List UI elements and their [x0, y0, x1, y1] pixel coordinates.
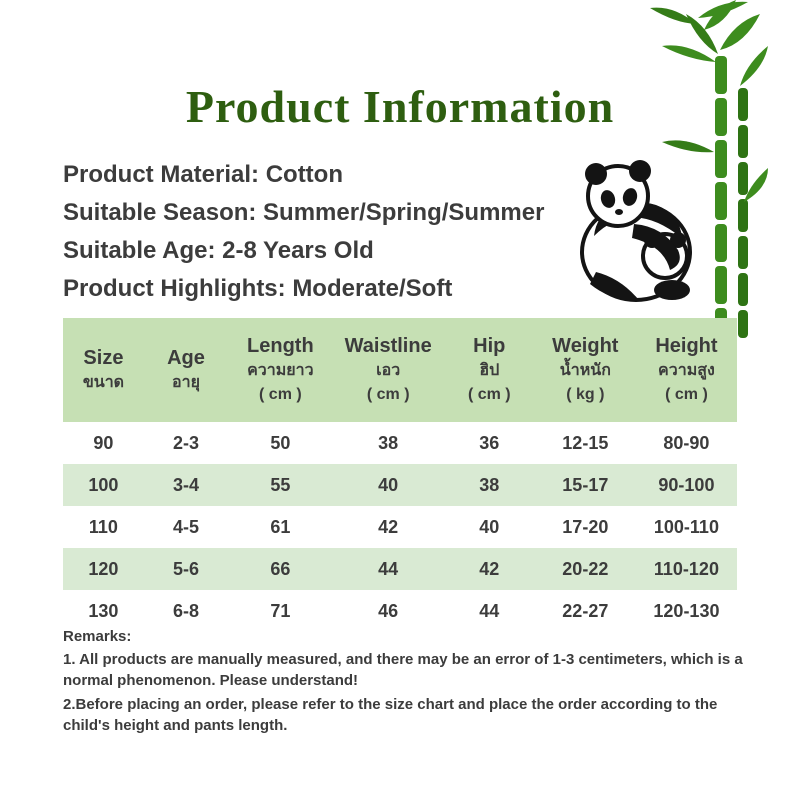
header-label-thai: ความสูง [658, 362, 715, 379]
product-attribute-line: Product Material: Cotton [63, 161, 343, 188]
header-label-en: Length [247, 335, 314, 357]
table-header-cell: Length ความยาว ( cm ) [228, 318, 333, 422]
table-cell: 55 [270, 474, 291, 495]
table-cell: 22-27 [562, 600, 609, 621]
table-cell: 40 [479, 516, 500, 537]
remark-item: 2.Before placing an order, please refer … [63, 696, 718, 734]
header-label-thai: ฮิป [479, 362, 500, 379]
table-cell: 66 [270, 558, 291, 579]
table-row: 130 6-8 71 46 44 22-27 120-130 [63, 590, 737, 632]
size-chart-header: Size ขนาด Age อายุ Length ความยาว( cm ) Waistl… [63, 318, 737, 422]
table-cell: 2-3 [172, 432, 199, 453]
table-row: 120 5-6 66 44 42 20-22 110-120 [63, 548, 737, 590]
header-label-thai: เอว [376, 362, 401, 379]
table-cell: 38 [378, 432, 399, 453]
table-cell: 3-4 [172, 474, 199, 495]
product-attribute-line: Suitable Season: Summer/Spring/Summer [63, 199, 545, 226]
table-cell: 50 [270, 432, 291, 453]
header-label-thai: อายุ [172, 374, 200, 391]
header-label-thai: ความยาว [247, 362, 314, 379]
table-cell: 42 [479, 558, 500, 579]
header-label-thai: น้ำหนัก [559, 362, 611, 379]
table-cell: 6-8 [172, 600, 199, 621]
remarks-section: Remarks: 1. All products are manually me… [63, 626, 755, 739]
table-cell: 46 [378, 600, 399, 621]
header-label-en: Hip [473, 335, 506, 357]
table-row: 100 3-4 55 40 38 15-17 90-100 [63, 464, 737, 506]
header-label-en: Size [83, 347, 124, 369]
table-cell: 44 [479, 600, 500, 621]
bamboo-icon [650, 0, 768, 338]
table-cell: 90-100 [658, 474, 715, 495]
header-label-en: Weight [552, 335, 619, 357]
table-cell: 120-130 [653, 600, 720, 621]
table-header-cell: Age อายุ [143, 318, 229, 422]
product-attribute-line: Product Highlights: Moderate/Soft [63, 275, 453, 302]
table-cell: 12-15 [562, 432, 609, 453]
header-label-thai: ขนาด [82, 374, 125, 391]
table-cell: 80-90 [663, 432, 710, 453]
remark-item: 1. All products are manually measured, a… [63, 651, 743, 689]
panda-bamboo-illustration [580, 0, 768, 338]
table-cell: 4-5 [172, 516, 199, 537]
table-cell: 120 [88, 558, 119, 579]
table-cell: 90 [93, 432, 114, 453]
header-unit: ( cm ) [259, 386, 302, 403]
size-chart-body: 90 2-3 50 38 36 12-15 80-90 100 3-4 55 40 38 15-17 90… [63, 422, 737, 632]
header-label-en: Age [167, 347, 205, 369]
header-unit: ( kg ) [566, 386, 605, 403]
table-cell: 110 [88, 516, 118, 537]
header-unit: ( cm ) [467, 386, 511, 403]
table-cell: 44 [378, 558, 399, 579]
remarks-heading: Remarks: [63, 628, 132, 645]
header-label-en: Height [655, 335, 718, 357]
table-row: 90 2-3 50 38 36 12-15 80-90 [63, 422, 737, 464]
header-unit: ( cm ) [665, 386, 708, 403]
table-cell: 100-110 [653, 516, 719, 537]
table-cell: 20-22 [562, 558, 609, 579]
table-cell: 40 [378, 474, 399, 495]
table-cell: 100 [88, 474, 119, 495]
table-cell: 36 [479, 432, 500, 453]
table-cell: 15-17 [562, 474, 609, 495]
table-cell: 110-120 [653, 558, 719, 579]
panda-icon [580, 160, 692, 302]
table-header-cell: Waistline เอว ( cm ) [332, 318, 444, 422]
header-unit: ( cm ) [366, 386, 410, 403]
table-header-row: Size ขนาด Age อายุ Length ความยาว( cm ) Waistl… [63, 318, 737, 422]
table-cell: 130 [88, 600, 119, 621]
table-cell: 38 [479, 474, 500, 495]
table-header-cell: Weight น้ำหนัก ( kg ) [534, 318, 636, 422]
table-cell: 71 [270, 600, 291, 621]
page-title: Product Information [185, 81, 615, 132]
table-header-cell: Hip ฮิป ( cm ) [443, 318, 535, 422]
header-label-en: Waistline [344, 335, 432, 357]
table-cell: 17-20 [562, 516, 609, 537]
table-header-cell: Size ขนาด [63, 318, 144, 422]
table-cell: 61 [270, 516, 291, 537]
product-attributes: Product Material: Cotton Suitable Season:… [63, 156, 623, 308]
table-row: 110 4-5 61 42 40 17-20 100-110 [63, 506, 737, 548]
remarks-list: 1. All products are manually measured, a… [63, 649, 755, 736]
table-header-cell: Height ความสูง ( cm ) [635, 318, 737, 422]
table-cell: 42 [378, 516, 399, 537]
size-chart-table: Size ขนาด Age อายุ Length ความยาว( cm ) Waistl… [63, 318, 737, 632]
product-attribute-line: Suitable Age: 2-8 Years Old [63, 237, 374, 264]
table-cell: 5-6 [172, 558, 199, 579]
